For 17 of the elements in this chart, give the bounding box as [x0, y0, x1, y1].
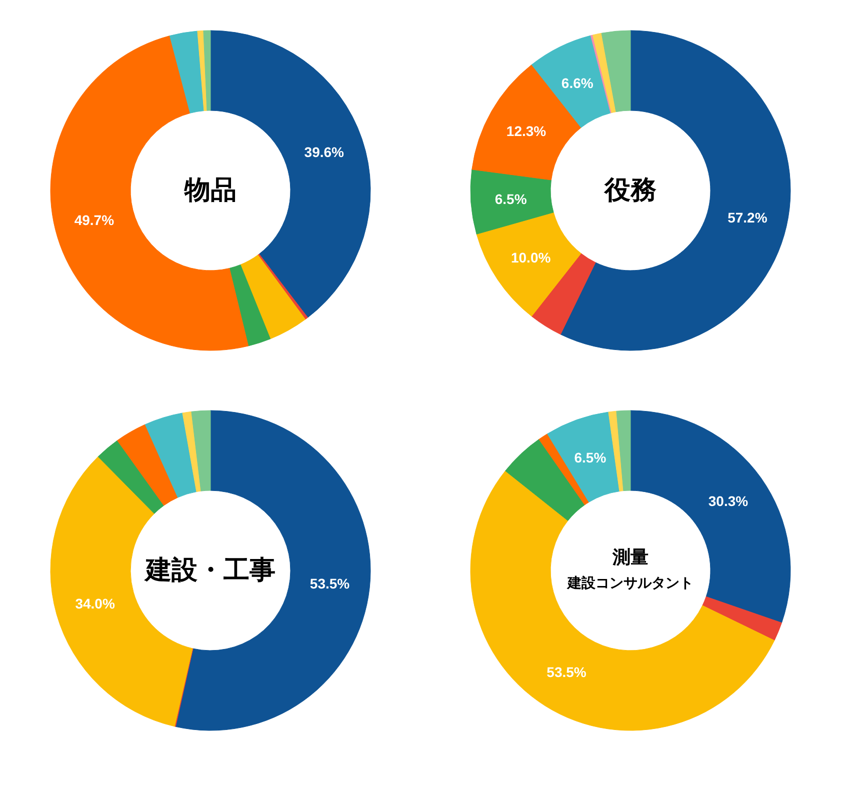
text: 役務 — [604, 176, 656, 206]
data-label: 30.3% — [708, 492, 749, 509]
text: 物品 — [184, 176, 236, 206]
data-label: 6.5% — [574, 449, 607, 466]
text: 測量 — [612, 547, 648, 568]
text: 建設コンサルタント — [566, 575, 694, 592]
data-label: 6.6% — [561, 74, 594, 91]
data-label: 53.5% — [310, 576, 350, 592]
data-label: 10.0% — [510, 249, 552, 266]
data-label: 57.2% — [728, 209, 768, 226]
data-label: 34.0% — [75, 595, 116, 612]
data-label: 6.5% — [494, 191, 528, 208]
data-label: 12.3% — [506, 123, 547, 140]
data-label: 39.6% — [304, 144, 345, 160]
data-label: 49.7% — [74, 212, 115, 228]
text: 建設・工事 — [144, 556, 276, 586]
data-label: 53.5% — [546, 664, 587, 680]
